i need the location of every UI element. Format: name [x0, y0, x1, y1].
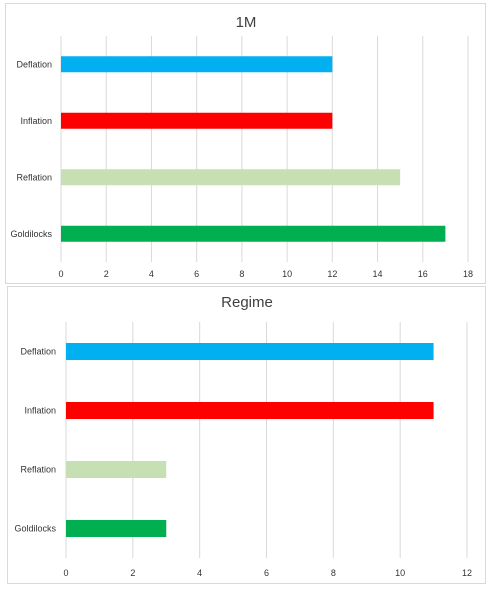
x-tick-label: 18: [463, 269, 473, 279]
x-tick-label: 4: [149, 269, 154, 279]
bar-deflation: [61, 56, 333, 73]
x-tick-label: 10: [395, 568, 405, 578]
bar-reflation: [66, 461, 167, 478]
x-tick-label: 0: [58, 269, 63, 279]
category-label-reflation: Reflation: [20, 465, 56, 475]
category-label-goldilocks: Goldilocks: [10, 229, 52, 239]
x-tick-label: 8: [239, 269, 244, 279]
x-tick-label: 2: [130, 568, 135, 578]
x-tick-label: 6: [264, 568, 269, 578]
chart-title: 1M: [236, 14, 257, 31]
bar-deflation: [66, 343, 434, 360]
chart-1m-panel: 1M 0 2 4 6 8 10 12 14 16 18 Deflation Inflation Refl…: [5, 3, 486, 284]
x-tick-label: 12: [462, 568, 472, 578]
x-tick-label: 2: [104, 269, 109, 279]
chart-regime-panel: Regime 0 2 4 6 8 10 12 Deflation Inflation Reflat…: [7, 286, 486, 584]
bar-inflation: [61, 112, 333, 129]
bar-inflation: [66, 402, 434, 419]
category-label-deflation: Deflation: [16, 59, 52, 69]
gridlines: [60, 36, 469, 262]
y-axis-labels: Deflation Inflation Reflation Goldilocks: [14, 347, 56, 534]
bars: [61, 56, 446, 242]
x-axis-ticks: 0 2 4 6 8 10 12: [63, 568, 472, 578]
x-tick-label: 6: [194, 269, 199, 279]
x-tick-label: 10: [282, 269, 292, 279]
category-label-reflation: Reflation: [16, 172, 52, 182]
gridlines: [65, 322, 468, 558]
x-tick-label: 8: [331, 568, 336, 578]
x-tick-label: 0: [63, 568, 68, 578]
x-tick-label: 12: [327, 269, 337, 279]
bar-reflation: [61, 169, 401, 186]
chart-title: Regime: [221, 294, 273, 311]
chart-regime: Regime 0 2 4 6 8 10 12 Deflation Inflation Reflat…: [14, 294, 472, 578]
y-axis-labels: Deflation Inflation Reflation Goldilocks: [10, 59, 52, 239]
category-label-inflation: Inflation: [20, 116, 52, 126]
chart-1m: 1M 0 2 4 6 8 10 12 14 16 18 Deflation Inflation Refl…: [10, 14, 473, 279]
x-tick-label: 16: [418, 269, 428, 279]
x-axis-ticks: 0 2 4 6 8 10 12 14 16 18: [58, 269, 473, 279]
category-label-goldilocks: Goldilocks: [14, 524, 56, 534]
x-tick-label: 4: [197, 568, 202, 578]
bars: [66, 343, 434, 537]
category-label-inflation: Inflation: [24, 406, 56, 416]
category-label-deflation: Deflation: [20, 347, 56, 357]
x-tick-label: 14: [373, 269, 383, 279]
bar-goldilocks: [61, 225, 446, 242]
bar-goldilocks: [66, 520, 167, 537]
